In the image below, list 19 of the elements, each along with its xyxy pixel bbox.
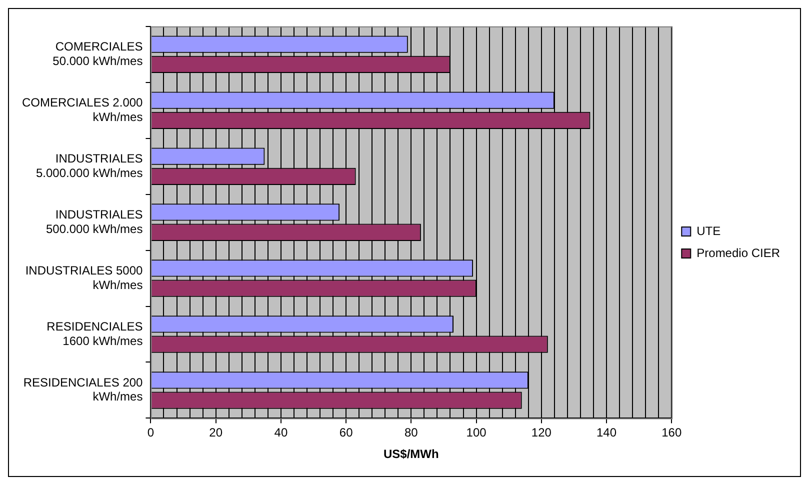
legend-label: UTE bbox=[696, 224, 721, 238]
y-tick-label: INDUSTRIALES 500.000 kWh/mes bbox=[46, 207, 143, 236]
x-tick-label: 40 bbox=[274, 426, 288, 440]
y-tick-label: RESIDENCIALES 1600 kWh/mes bbox=[46, 319, 143, 348]
x-tick-label: 0 bbox=[147, 426, 154, 440]
y-tick-label: COMERCIALES 2.000 kWh/mes bbox=[22, 95, 144, 124]
x-tick-label: 160 bbox=[662, 426, 682, 440]
x-tick-label: 60 bbox=[339, 426, 354, 440]
x-tick-label: 20 bbox=[209, 426, 223, 440]
y-tick-label: RESIDENCIALES 200 kWh/mes bbox=[23, 375, 144, 404]
x-tick-label: 80 bbox=[404, 426, 418, 440]
x-tick-label: 100 bbox=[466, 426, 487, 440]
x-tick-label: 120 bbox=[531, 426, 552, 440]
y-tick-label: INDUSTRIALES 5000 kWh/mes bbox=[25, 263, 144, 292]
y-tick-label: COMERCIALES 50.000 kWh/mes bbox=[52, 40, 143, 68]
x-tick-label: 140 bbox=[596, 426, 617, 440]
y-tick-label: INDUSTRIALES 5.000.000 kWh/mes bbox=[36, 151, 143, 180]
x-axis-title: US$/MWh bbox=[384, 447, 439, 462]
legend-label: Promedio CIER bbox=[696, 246, 780, 260]
